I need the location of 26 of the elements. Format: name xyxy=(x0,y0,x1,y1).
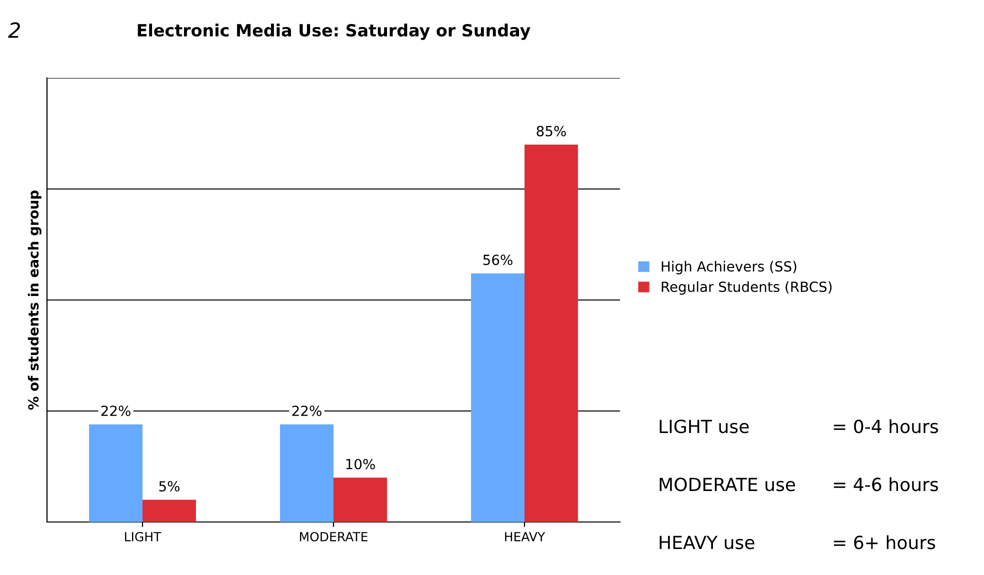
legend-label: Regular Students (RBCS) xyxy=(662,281,832,295)
text: = 4-6 hours xyxy=(834,477,938,492)
bar xyxy=(280,424,334,522)
text: LIGHT use xyxy=(660,420,749,434)
data-label: 85% xyxy=(536,126,566,136)
x-tick-label: MODERATE xyxy=(300,532,368,542)
bar xyxy=(142,500,196,522)
data-label: 56% xyxy=(483,254,512,266)
bar xyxy=(524,144,578,522)
text: 2 xyxy=(8,22,20,38)
x-tick-label: HEAVY xyxy=(505,532,546,542)
x-tick-label: LIGHT xyxy=(125,532,162,542)
text: MODERATE use xyxy=(660,478,796,492)
text: = 6+ hours xyxy=(834,535,936,550)
data-label: 22% xyxy=(292,406,322,416)
data-label: 22% xyxy=(101,406,130,416)
bar xyxy=(89,424,142,522)
legend-label: High Achievers (SS) xyxy=(662,260,796,274)
data-label: 10% xyxy=(346,458,375,470)
y-axis-title: % of students in each group xyxy=(28,190,42,410)
bar xyxy=(334,478,387,522)
chart-title: Electronic Media Use: Saturday or Sunday xyxy=(138,24,530,40)
bar xyxy=(471,273,524,522)
text: = 0-4 hours xyxy=(834,419,938,434)
text: HEAVY use xyxy=(660,536,754,550)
data-label: 5% xyxy=(159,481,180,492)
